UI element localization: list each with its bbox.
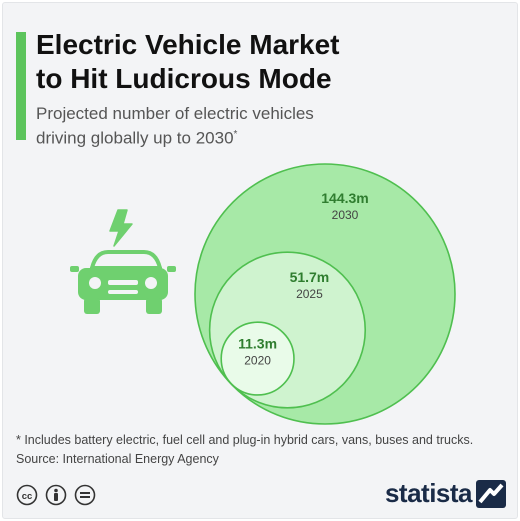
- year-label-2020: 2020: [244, 354, 271, 368]
- statista-logo-icon[interactable]: [476, 480, 506, 508]
- footnote: * Includes battery electric, fuel cell a…: [16, 433, 474, 447]
- bubble-label-group: 11.3m 2020 51.7m 2025 144.3m 2030: [238, 190, 369, 368]
- svg-text:cc: cc: [22, 491, 33, 502]
- source-note: Source: International Energy Agency: [16, 452, 219, 466]
- license-icons: cc: [16, 484, 96, 506]
- value-label-2020: 11.3m: [238, 336, 277, 352]
- chart-title: Electric Vehicle Market to Hit Ludicrous…: [36, 28, 506, 96]
- value-label-2030: 144.3m: [321, 190, 368, 206]
- subtitle-line-1: Projected number of electric vehicles: [36, 104, 314, 123]
- creative-commons-icon[interactable]: cc: [16, 484, 38, 506]
- bubble-2020: [220, 321, 295, 396]
- value-label-2025: 51.7m: [290, 269, 330, 285]
- statista-wordmark[interactable]: statista: [384, 478, 473, 508]
- title-line-2: to Hit Ludicrous Mode: [36, 63, 332, 94]
- chart-subtitle: Projected number of electric vehicles dr…: [36, 103, 476, 149]
- electric-car-icon: [70, 209, 176, 314]
- title-accent-bar: [16, 32, 26, 140]
- title-line-1: Electric Vehicle Market: [36, 29, 340, 60]
- no-derivatives-icon[interactable]: [74, 484, 96, 506]
- bubble-group: [194, 163, 456, 425]
- subtitle-footnote-mark: *: [233, 129, 238, 140]
- year-label-2030: 2030: [332, 208, 359, 222]
- subtitle-line-2: driving globally up to 2030: [36, 128, 234, 148]
- year-label-2025: 2025: [296, 287, 323, 301]
- attribution-icon[interactable]: [45, 484, 67, 506]
